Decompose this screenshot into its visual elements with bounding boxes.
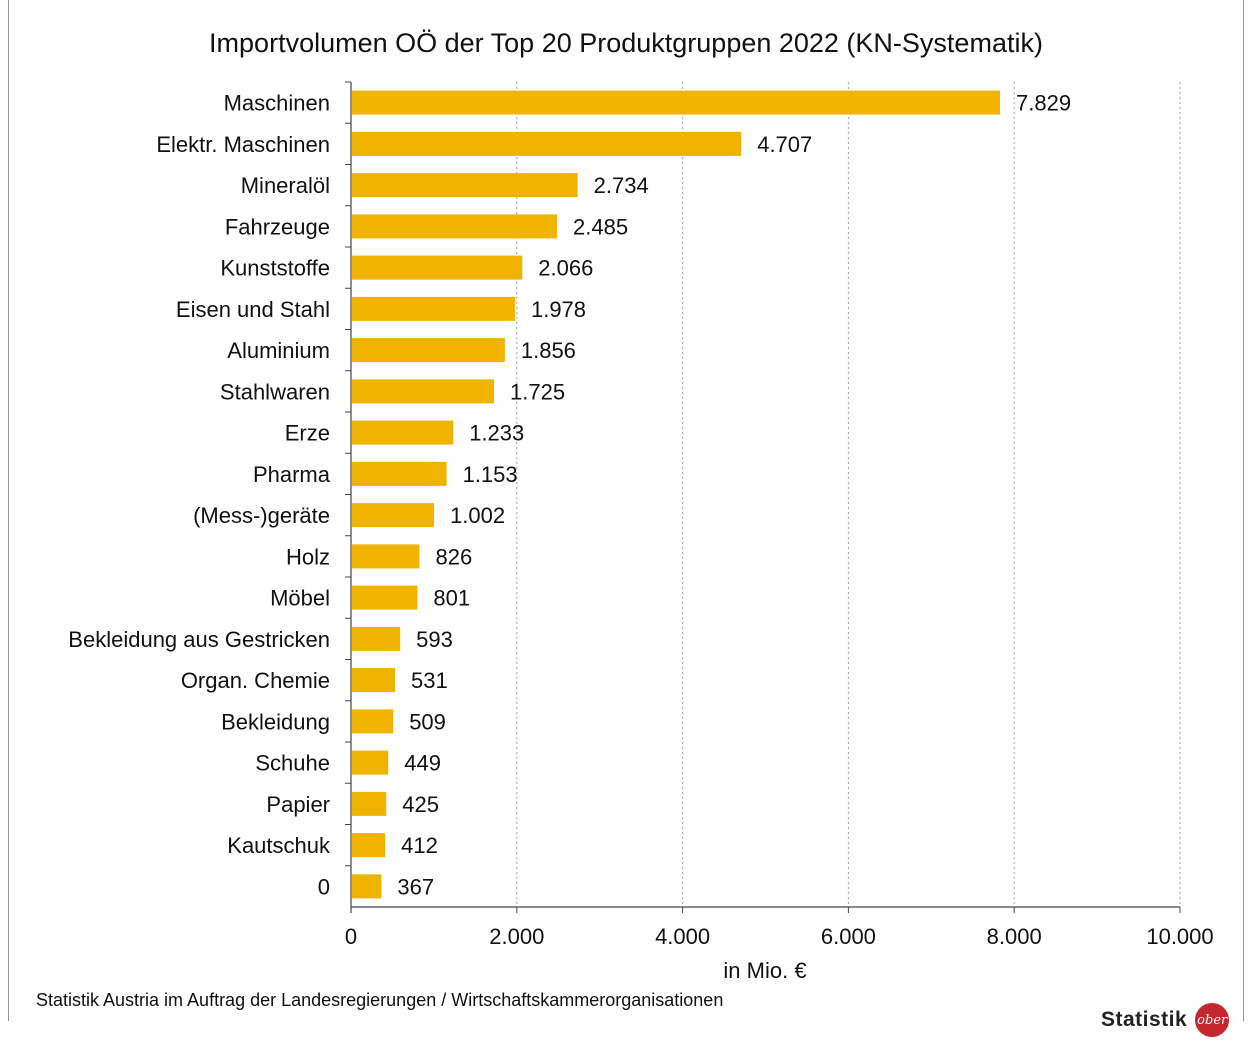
bar <box>352 379 495 404</box>
bars <box>352 90 1001 899</box>
category-label: Erze <box>285 421 330 446</box>
category-label: Papier <box>266 792 330 817</box>
value-label: 1.153 <box>463 462 518 487</box>
bar <box>352 503 435 528</box>
category-label: Schuhe <box>255 751 330 776</box>
value-label: 531 <box>411 668 448 693</box>
bar <box>352 709 394 734</box>
bar <box>352 461 447 486</box>
logo-badge-icon: ober <box>1195 1003 1230 1037</box>
bar <box>352 131 742 156</box>
category-label: Kunststoffe <box>220 256 330 281</box>
value-label: 412 <box>401 833 438 858</box>
x-tick-label: 4.000 <box>655 924 710 949</box>
value-label: 1.002 <box>450 503 505 528</box>
value-label: 826 <box>435 544 472 569</box>
value-label: 1.978 <box>531 297 586 322</box>
bar <box>352 626 401 651</box>
category-label: Möbel <box>270 586 330 611</box>
x-tick-label: 2.000 <box>489 924 544 949</box>
chart-title: Importvolumen OÖ der Top 20 Produktgrupp… <box>209 28 1043 58</box>
bar <box>352 173 578 198</box>
category-label: Stahlwaren <box>220 379 330 404</box>
value-label: 2.066 <box>538 256 593 281</box>
category-label: Bekleidung <box>221 709 330 734</box>
value-label: 4.707 <box>757 132 812 157</box>
statistik-logo: Statistik ober <box>1101 1000 1230 1040</box>
bar <box>352 338 505 363</box>
bar <box>352 585 418 610</box>
category-label: Maschinen <box>224 91 330 116</box>
logo-text: Statistik <box>1101 1008 1188 1031</box>
value-label: 1.233 <box>469 421 524 446</box>
bar <box>352 420 454 445</box>
x-tick-label: 8.000 <box>987 924 1042 949</box>
category-label: Pharma <box>253 462 331 487</box>
category-label: Holz <box>286 544 330 569</box>
category-label: Mineralöl <box>241 173 330 198</box>
axes <box>345 81 1181 913</box>
source-note: Statistik Austria im Auftrag der Landesr… <box>36 990 724 1010</box>
x-tick-label: 0 <box>345 924 357 949</box>
value-label: 593 <box>416 627 453 652</box>
category-label: (Mess-)geräte <box>193 503 330 528</box>
bar <box>352 296 515 321</box>
bar <box>352 90 1001 115</box>
x-axis-title: in Mio. € <box>723 958 806 983</box>
category-label: 0 <box>318 874 330 899</box>
category-label: Kautschuk <box>227 833 331 858</box>
bar <box>352 833 386 858</box>
bar <box>352 544 420 569</box>
labels: 0 2.000 4.000 6.000 8.000 10.000 Maschinen 7.82… <box>68 91 1213 949</box>
category-label: Aluminium <box>227 338 330 363</box>
value-label: 449 <box>404 751 441 776</box>
value-label: 1.856 <box>521 338 576 363</box>
bar <box>352 668 396 693</box>
x-tick-label: 6.000 <box>821 924 876 949</box>
category-label: Eisen und Stahl <box>176 297 330 322</box>
value-label: 509 <box>409 709 446 734</box>
value-label: 801 <box>433 586 470 611</box>
chart-frame <box>8 0 1244 1021</box>
category-label: Organ. Chemie <box>181 668 330 693</box>
value-label: 2.734 <box>594 173 649 198</box>
bar <box>352 750 389 775</box>
value-label: 2.485 <box>573 214 628 239</box>
value-label: 367 <box>397 874 434 899</box>
category-label: Bekleidung aus Gestricken <box>68 627 330 652</box>
bar <box>352 214 558 239</box>
category-label: Elektr. Maschinen <box>156 132 330 157</box>
bar <box>352 255 523 280</box>
x-tick-label: 10.000 <box>1146 924 1213 949</box>
bar <box>352 791 387 816</box>
bar <box>352 874 382 899</box>
value-label: 1.725 <box>510 379 565 404</box>
value-label: 7.829 <box>1016 91 1071 116</box>
category-label: Fahrzeuge <box>225 214 330 239</box>
gridlines <box>516 82 1181 907</box>
value-label: 425 <box>402 792 439 817</box>
